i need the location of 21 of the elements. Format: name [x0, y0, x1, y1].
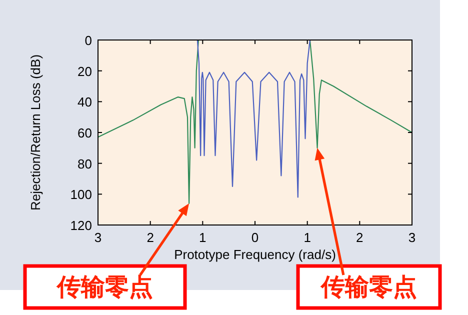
y-tick-label: 40: [78, 94, 92, 110]
line-series: [196, 39, 310, 198]
y-tick-label: 60: [78, 126, 92, 140]
y-tick-label: 20: [78, 64, 92, 79]
x-tick-label: 0: [251, 230, 259, 245]
x-tick-label: 2: [356, 230, 364, 245]
y-tick-label: 0: [84, 33, 92, 48]
x-tick-label: 2: [146, 230, 154, 245]
line-series: [98, 39, 200, 204]
line-series: [309, 39, 412, 148]
x-tick-label: 3: [94, 230, 102, 245]
x-axis-title: Prototype Frequency (rad/s): [174, 247, 336, 262]
x-tick-label: 3: [408, 230, 416, 245]
y-tick-label: 100: [70, 187, 92, 202]
y-tick-label: 80: [78, 156, 92, 172]
text: 传输零点: [320, 272, 417, 301]
y-axis-title: Rejection/Return Loss (dB): [28, 54, 43, 211]
x-tick-label: 1: [304, 230, 311, 245]
text: 传输零点: [56, 272, 153, 301]
x-tick-label: 1: [199, 230, 206, 245]
y-tick-label: 120: [70, 218, 92, 233]
